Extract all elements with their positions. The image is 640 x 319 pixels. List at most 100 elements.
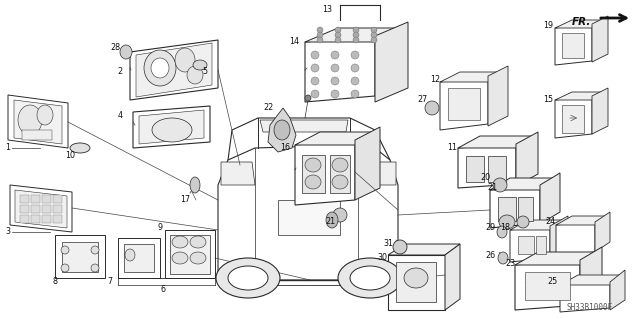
Text: 7: 7 <box>108 278 113 286</box>
Bar <box>42 195 51 203</box>
Polygon shape <box>555 92 608 100</box>
Ellipse shape <box>172 252 188 264</box>
Text: 22: 22 <box>263 103 273 113</box>
Text: 5: 5 <box>202 68 207 77</box>
Polygon shape <box>580 247 602 305</box>
Text: 17: 17 <box>180 196 190 204</box>
Ellipse shape <box>351 90 359 98</box>
Bar <box>22 130 52 140</box>
Polygon shape <box>10 185 72 232</box>
Text: SH33B1000F: SH33B1000F <box>567 303 613 313</box>
Ellipse shape <box>331 90 339 98</box>
Bar <box>42 205 51 213</box>
Polygon shape <box>260 120 348 132</box>
Polygon shape <box>555 24 592 65</box>
Ellipse shape <box>228 266 268 290</box>
Text: 2: 2 <box>117 68 123 77</box>
Text: 18: 18 <box>500 224 510 233</box>
Text: 13: 13 <box>322 5 332 14</box>
Text: 12: 12 <box>430 76 440 85</box>
Polygon shape <box>445 244 460 310</box>
Text: 9: 9 <box>157 224 163 233</box>
Ellipse shape <box>144 50 176 86</box>
Ellipse shape <box>331 64 339 72</box>
Text: 16: 16 <box>280 144 290 152</box>
Bar <box>124 244 154 272</box>
Text: 4: 4 <box>118 110 122 120</box>
Polygon shape <box>592 16 608 62</box>
Ellipse shape <box>351 51 359 59</box>
Polygon shape <box>515 260 580 310</box>
Bar <box>31 195 40 203</box>
Bar <box>31 205 40 213</box>
Ellipse shape <box>311 51 319 59</box>
Bar <box>20 205 29 213</box>
Polygon shape <box>358 162 396 185</box>
Polygon shape <box>388 255 445 310</box>
Polygon shape <box>595 212 610 252</box>
Bar <box>31 215 40 223</box>
Ellipse shape <box>61 246 69 254</box>
Text: 25: 25 <box>547 278 557 286</box>
Ellipse shape <box>499 215 515 229</box>
Bar <box>448 88 480 120</box>
Polygon shape <box>560 275 625 285</box>
Ellipse shape <box>371 32 377 38</box>
Ellipse shape <box>350 266 390 290</box>
Polygon shape <box>490 185 540 228</box>
Ellipse shape <box>351 64 359 72</box>
Ellipse shape <box>152 118 192 142</box>
Polygon shape <box>440 72 508 82</box>
Ellipse shape <box>187 66 203 84</box>
Ellipse shape <box>91 246 99 254</box>
Ellipse shape <box>353 37 359 43</box>
Polygon shape <box>490 178 560 190</box>
Text: 23: 23 <box>505 258 515 268</box>
Ellipse shape <box>311 77 319 85</box>
Ellipse shape <box>332 158 348 172</box>
Polygon shape <box>388 244 460 255</box>
Ellipse shape <box>18 105 42 135</box>
Bar <box>53 215 62 223</box>
Polygon shape <box>592 88 608 134</box>
Ellipse shape <box>371 37 377 43</box>
Ellipse shape <box>305 95 311 101</box>
Bar <box>562 33 584 58</box>
Polygon shape <box>14 100 62 144</box>
Polygon shape <box>550 216 568 260</box>
Text: FR.: FR. <box>572 17 591 27</box>
Ellipse shape <box>331 51 339 59</box>
Ellipse shape <box>193 60 207 70</box>
Polygon shape <box>268 108 296 152</box>
Ellipse shape <box>190 177 200 193</box>
Ellipse shape <box>125 249 135 261</box>
Ellipse shape <box>317 32 323 38</box>
Polygon shape <box>458 136 538 148</box>
Bar <box>302 155 325 193</box>
Bar <box>330 155 350 193</box>
Ellipse shape <box>335 37 341 43</box>
Polygon shape <box>118 238 160 278</box>
Ellipse shape <box>305 158 321 172</box>
Polygon shape <box>8 95 68 148</box>
Polygon shape <box>355 127 380 200</box>
Ellipse shape <box>353 32 359 38</box>
Ellipse shape <box>274 120 290 140</box>
Text: 21: 21 <box>487 183 497 192</box>
Bar <box>466 156 484 182</box>
Bar <box>518 197 533 221</box>
Polygon shape <box>218 145 398 280</box>
Ellipse shape <box>120 45 132 59</box>
Text: 19: 19 <box>543 20 553 29</box>
Ellipse shape <box>332 175 348 189</box>
Ellipse shape <box>335 27 341 33</box>
Text: 28: 28 <box>110 43 120 53</box>
Polygon shape <box>556 216 610 225</box>
Ellipse shape <box>151 58 169 78</box>
Ellipse shape <box>70 143 90 153</box>
Polygon shape <box>55 235 105 278</box>
Text: 8: 8 <box>52 278 58 286</box>
Ellipse shape <box>353 27 359 33</box>
Text: 29: 29 <box>485 224 495 233</box>
Bar <box>498 197 516 221</box>
